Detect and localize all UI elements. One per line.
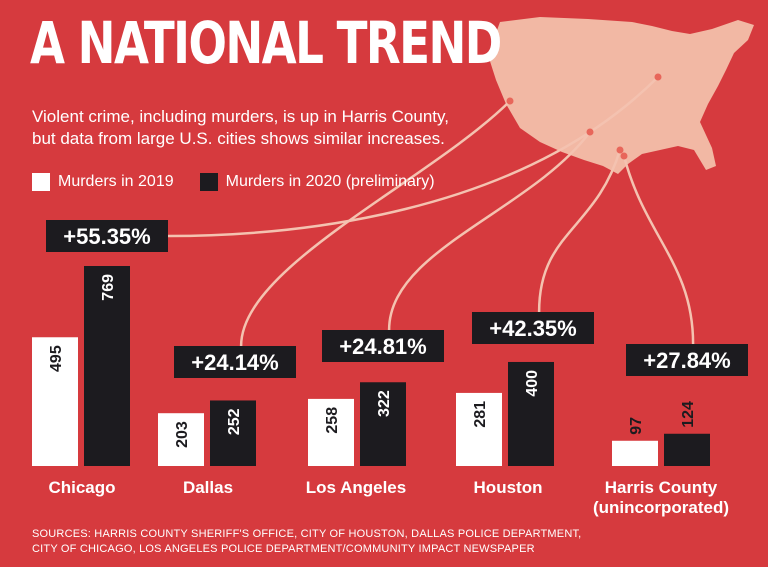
sources-note: SOURCES: HARRIS COUNTY SHERIFF'S OFFICE,…	[32, 527, 752, 557]
category-label: Houston	[474, 478, 543, 497]
connector-line	[239, 100, 511, 347]
category-labels: Chicago Dallas Los Angeles Houston Harris Co…	[48, 478, 729, 517]
city-dot	[616, 146, 624, 154]
connector-line	[622, 155, 695, 345]
bars: 495 769 203 252 258 322 281 400 97 124	[32, 266, 710, 466]
legend-item-2020: Murders in 2020 (preliminary)	[199, 173, 435, 191]
bar-value-label: 124	[680, 401, 697, 428]
sources-line-2: CITY OF CHICAGO, LOS ANGELES POLICE DEPA…	[32, 543, 535, 555]
bar-2020	[360, 382, 406, 466]
bar-2019	[308, 398, 354, 466]
change-tag	[174, 346, 296, 378]
category-label: Chicago	[48, 478, 115, 497]
subtitle-line-2: but data from large U.S. cities shows si…	[32, 129, 445, 148]
bar-value-label: 769	[100, 274, 117, 301]
change-tag	[472, 312, 594, 344]
subtitle-line-1: Violent crime, including murders, is up …	[32, 107, 449, 126]
connector-line	[387, 131, 591, 331]
legend-label-2019: Murders in 2019	[58, 173, 174, 190]
bar-value-label: 400	[524, 370, 541, 397]
connector-line	[537, 149, 622, 313]
bar-value-label: 495	[48, 345, 65, 372]
us-map-shape	[488, 17, 754, 174]
city-dot	[620, 152, 628, 160]
bar-value-label: 281	[472, 401, 489, 428]
bar-2019	[158, 413, 204, 466]
change-tag	[46, 220, 168, 252]
bar-2019	[32, 337, 78, 466]
connector-line	[167, 76, 659, 238]
change-tag	[626, 344, 748, 376]
chart-subtitle: Violent crime, including murders, is up …	[32, 106, 512, 150]
legend-swatch-2020	[199, 173, 218, 191]
category-label: Dallas	[183, 478, 233, 497]
category-label: Los Angeles	[306, 478, 406, 497]
bar-value-label: 97	[628, 417, 645, 435]
change-label: +24.81%	[339, 334, 426, 359]
chart-title: A NATIONAL TREND	[30, 9, 502, 77]
legend-item-2019: Murders in 2019	[32, 173, 174, 191]
connector-lines	[167, 73, 695, 347]
bar-value-label: 203	[174, 421, 191, 448]
city-dot	[586, 128, 594, 136]
bar-2019	[456, 392, 502, 466]
category-label: Harris County	[605, 478, 718, 497]
bar-2019	[612, 440, 658, 466]
city-dot	[654, 73, 662, 81]
sources-line-1: SOURCES: HARRIS COUNTY SHERIFF'S OFFICE,…	[32, 528, 582, 540]
bar-2020	[84, 266, 130, 466]
us-map	[488, 17, 754, 174]
category-label: (unincorporated)	[593, 498, 729, 517]
change-labels: +55.35% +24.14% +24.81% +42.35% +27.84%	[46, 220, 748, 378]
bar-2020	[508, 361, 554, 466]
change-label: +24.14%	[191, 350, 278, 375]
bar-value-label: 258	[324, 407, 341, 434]
bar-value-label: 252	[226, 408, 243, 435]
bar-value-label: 322	[376, 390, 393, 417]
bar-2020	[210, 400, 256, 466]
change-tag	[322, 330, 444, 362]
change-label: +27.84%	[643, 348, 730, 373]
change-label: +42.35%	[489, 316, 576, 341]
bar-2020	[664, 433, 710, 466]
legend-swatch-2019	[32, 173, 50, 191]
legend: Murders in 2019 Murders in 2020 (prelimi…	[32, 172, 461, 192]
city-dot	[506, 97, 514, 105]
change-label: +55.35%	[63, 224, 150, 249]
legend-label-2020: Murders in 2020 (preliminary)	[225, 173, 435, 190]
